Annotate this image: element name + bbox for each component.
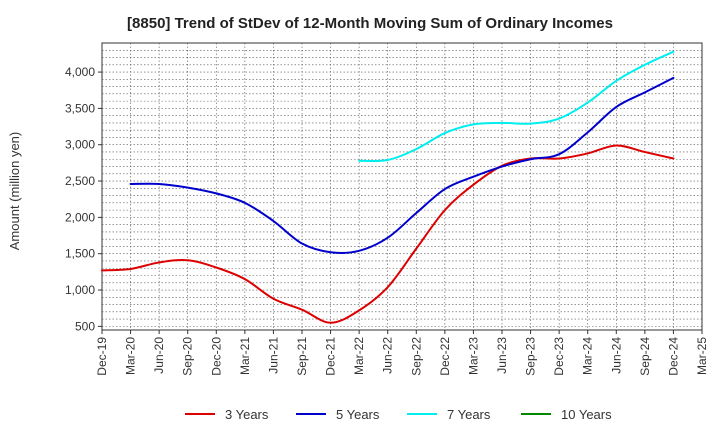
series-lines <box>101 50 675 324</box>
x-tick-label: Jun-24 <box>609 337 623 374</box>
legend: 3 Years 5 Years 7 Years 10 Years <box>185 407 612 422</box>
x-tick-label: Jun-21 <box>266 337 280 374</box>
legend-label-10-years: 10 Years <box>561 407 612 422</box>
y-tick-label: 3,000 <box>65 138 95 152</box>
x-tick-label: Mar-24 <box>581 337 595 375</box>
y-tick-label: 500 <box>75 319 95 333</box>
legend-label-3-years: 3 Years <box>225 407 269 422</box>
y-axis: 500 1,000 1,500 2,000 2,500 3,000 3,500 4,000 <box>65 65 102 333</box>
x-tick-label: Jun-22 <box>381 337 395 374</box>
x-tick-label: Dec-20 <box>209 337 223 376</box>
legend-label-5-years: 5 Years <box>336 407 380 422</box>
x-tick-label: Dec-21 <box>324 337 338 376</box>
y-tick-label: 2,000 <box>65 210 95 224</box>
y-tick-label: 1,500 <box>65 247 95 261</box>
plot-frame <box>101 42 703 331</box>
plot-area <box>101 42 703 331</box>
x-tick-label: Dec-22 <box>438 337 452 376</box>
y-tick-label: 1,000 <box>65 283 95 297</box>
x-tick-label: Mar-21 <box>238 337 252 375</box>
series-line-7-years <box>358 50 675 163</box>
x-tick-label: Mar-23 <box>466 337 480 375</box>
x-tick-label: Sep-20 <box>181 337 195 376</box>
x-tick-label: Mar-22 <box>352 337 366 375</box>
x-tick-label: Sep-23 <box>524 337 538 376</box>
x-tick-label: Sep-24 <box>638 337 652 376</box>
x-tick-label: Dec-23 <box>552 337 566 376</box>
x-tick-label: Mar-20 <box>124 337 138 375</box>
y-tick-label: 2,500 <box>65 174 95 188</box>
x-tick-label: Mar-25 <box>695 337 709 375</box>
grid <box>102 43 702 330</box>
x-tick-label: Jun-20 <box>152 337 166 374</box>
x-tick-label: Sep-22 <box>409 337 423 376</box>
x-tick-label: Jun-23 <box>495 337 509 374</box>
y-tick-label: 3,500 <box>65 101 95 115</box>
y-axis-label: Amount (million yen) <box>7 132 22 251</box>
y-tick-label: 4,000 <box>65 65 95 79</box>
series-line-3-years <box>101 144 675 324</box>
chart-title: [8850] Trend of StDev of 12-Month Moving… <box>127 15 613 32</box>
x-tick-label: Dec-19 <box>95 337 109 376</box>
x-axis: Dec-19 Mar-20 Jun-20 Sep-20 Dec-20 Mar-21 Jun-… <box>95 330 709 376</box>
legend-label-7-years: 7 Years <box>447 407 491 422</box>
series-line-5-years <box>129 76 675 254</box>
x-tick-label: Sep-21 <box>295 337 309 376</box>
x-tick-label: Dec-24 <box>666 337 680 376</box>
